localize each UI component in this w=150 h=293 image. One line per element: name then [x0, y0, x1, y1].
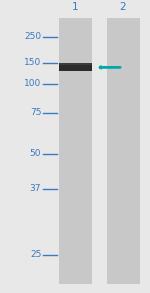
Text: 250: 250	[24, 32, 41, 41]
Bar	[58, 63, 92, 65]
Text: 150: 150	[24, 59, 41, 67]
Text: 25: 25	[30, 251, 41, 259]
Text: 50: 50	[30, 149, 41, 158]
Bar	[106, 18, 140, 284]
Text: 100: 100	[24, 79, 41, 88]
Bar	[58, 18, 92, 284]
Text: 75: 75	[30, 108, 41, 117]
Text: 37: 37	[30, 185, 41, 193]
Text: 1: 1	[72, 2, 78, 12]
Bar	[58, 63, 92, 71]
Text: 2: 2	[120, 2, 126, 12]
